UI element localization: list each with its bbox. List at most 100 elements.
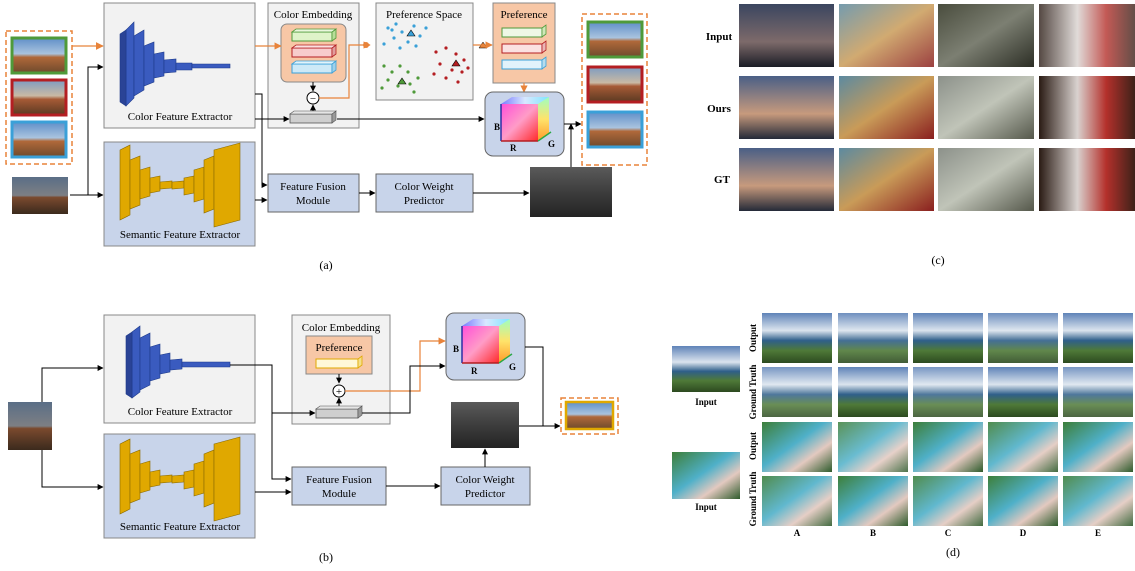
d-col-label-b: B [870,528,876,538]
lut-axis-b-b: B [453,344,459,354]
d-input-label-2: Input [695,502,717,512]
semantic-feature-extractor-network-icon [119,142,241,228]
semantic-feature-extractor-label-b: Semantic Feature Extractor [120,521,241,533]
lut-axis-r: R [510,143,517,153]
d-row-label-gt-1: Ground Truth [748,365,758,420]
d-grid-row-2 [762,367,1133,417]
input-image-a [12,177,68,214]
arrow-color-extractor-b-to-fusion [271,413,292,482]
output-image-b-group [560,397,619,435]
color-weight-predictor-box-a [375,173,474,213]
lut-axis-b: B [494,122,500,132]
preference-vector-red [501,40,547,54]
reference-image-red [10,78,68,117]
lut-axis-r-b: R [471,366,478,376]
c-input-city [938,4,1034,67]
arrow-color-extractor-to-fusion [255,93,268,188]
row-label-gt: GT [714,174,731,186]
c-gt-dusk [739,148,834,211]
preference-vector-blue [501,56,547,70]
d-grid-row-1 [762,313,1133,363]
c-ours-dusk [739,76,834,139]
d-input-sea [672,346,740,392]
c-gt-dog [839,148,934,211]
lut-cube-icon [500,97,552,142]
weight-map-image-b [451,402,519,448]
semantic-feature-extractor-network-icon-b [119,436,241,522]
d-input-label-1: Input [695,397,717,407]
d-row-label-gt-2: Ground Truth [748,472,758,527]
embedding-vector-green [290,28,338,42]
c-input-girl [1039,4,1135,67]
color-weight-label-b-line2: Predictor [465,488,506,500]
output-image-green [586,20,644,59]
embedding-vector-blue [290,60,338,74]
color-feature-extractor-label-b: Color Feature Extractor [128,406,233,418]
d-row-label-output-2: Output [748,432,758,460]
output-image-red [586,65,644,104]
preference-vector-green [501,24,547,38]
c-input-dusk [739,4,834,67]
reference-image-blue [10,120,68,159]
color-weight-predictor-box-b [440,466,531,506]
color-embedding-label: Color Embedding [274,9,353,21]
feature-fusion-label-b-line2: Module [322,488,356,500]
caption-a: (a) [319,258,332,272]
c-gt-girl [1039,148,1135,211]
d-grid-row-4 [762,476,1133,526]
embedding-vector-red [290,44,338,58]
arrow-lut-b-to-output [525,346,561,429]
panel-d: Input Input Output Ground Truth Output G… [672,313,1133,559]
c-ours-girl [1039,76,1135,139]
d-grid-row-3 [762,422,1133,472]
lut-axis-g: G [548,139,555,149]
d-col-label-e: E [1095,528,1101,538]
caption-c: (c) [931,253,944,267]
preference-label-b: Preference [315,342,362,354]
color-feature-extractor-label: Color Feature Extractor [128,111,233,123]
feature-fusion-box-a [267,173,360,213]
semantic-feature-extractor-label: Semantic Feature Extractor [120,229,241,241]
arrow-color-extractor-b-to-feature [230,364,316,416]
preference-space-label: Preference Space [386,9,462,21]
feature-fusion-label-line2: Module [296,195,330,207]
weight-map-image-a [530,167,612,217]
c-ours-city [938,76,1034,139]
d-row-label-output-1: Output [748,324,758,352]
feature-fusion-label-line1: Feature Fusion [280,181,346,193]
color-weight-label-line2: Predictor [404,195,445,207]
arrow-input-to-color-extractor [70,64,104,196]
row-label-ours: Ours [707,103,732,115]
color-feature-extractor-network-icon-b [125,325,231,399]
panel-b: Color Feature Extractor Semantic Feature… [8,312,619,564]
preference-space-box [375,2,474,101]
caption-d: (d) [946,545,960,559]
output-image-b [564,400,615,431]
preference-label: Preference [500,9,547,21]
preference-cluster-red [432,46,470,84]
orange-dot-marker [363,42,369,48]
panel-a: Color Feature Extractor Semantic Feature… [5,2,648,272]
lut-axis-g-b: G [509,362,516,372]
arrow-feature-b-to-lut [362,363,446,414]
preference-vector-yellow [315,355,363,369]
d-input-globe [672,452,740,499]
feature-vector-bar-b [315,405,363,419]
reference-image-green [10,36,68,75]
add-symbol: + [336,386,342,398]
feature-fusion-label-b-line1: Feature Fusion [306,474,372,486]
c-input-dog [839,4,934,67]
output-images-group [581,13,648,166]
feature-fusion-box-b [291,466,387,506]
c-gt-city [938,148,1034,211]
row-label-input: Input [706,31,733,43]
feature-vector-bar-a [289,110,337,124]
panel-c: Input Ours GT (c) [706,4,1135,267]
preference-cluster-blue [382,22,428,50]
preference-cluster-green [380,64,420,94]
color-weight-label-b-line1: Color Weight [455,474,514,486]
d-col-label-d: D [1020,528,1027,538]
reference-images-group [5,30,73,165]
lut-cube-icon-b [461,319,513,364]
